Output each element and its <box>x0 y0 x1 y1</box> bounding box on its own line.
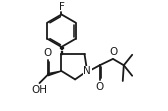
Polygon shape <box>48 71 61 76</box>
Text: F: F <box>58 2 64 12</box>
Text: OH: OH <box>31 85 47 95</box>
Text: N: N <box>83 66 91 76</box>
Text: O: O <box>44 48 52 58</box>
Text: O: O <box>109 47 117 57</box>
Text: O: O <box>96 82 104 92</box>
